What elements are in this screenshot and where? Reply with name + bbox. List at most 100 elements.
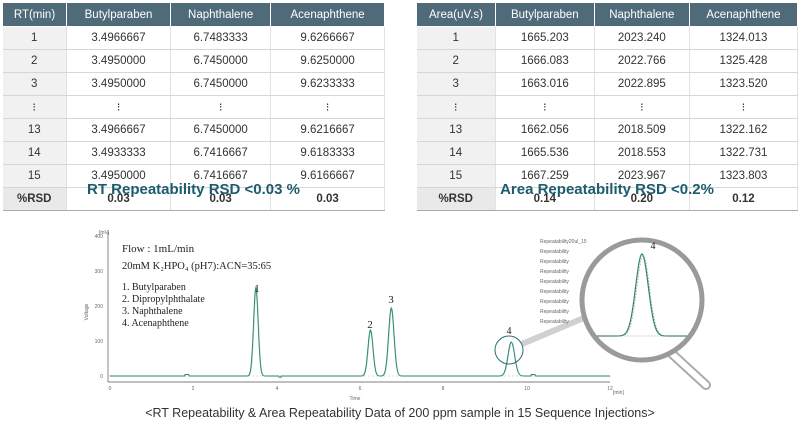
- legend-entry: Repeatability: [540, 309, 569, 315]
- x-tick-label: 8: [442, 386, 445, 392]
- legend-entry: Repeatability: [540, 299, 569, 305]
- table-cell: 9.6233333: [270, 72, 385, 96]
- table-row: 3 1663.016 2022.895 1323.520: [416, 72, 799, 96]
- rsd-value: 0.20: [594, 187, 690, 211]
- rsd-value: 0.12: [689, 187, 799, 211]
- column-header: Acenaphthene: [688, 2, 799, 27]
- table-row: ⁝ ⁝ ⁝ ⁝: [2, 95, 385, 119]
- table-cell: 9.6166667: [270, 164, 385, 188]
- table-cell: 3.4966667: [66, 118, 172, 142]
- table-cell: 3.4966667: [66, 26, 172, 50]
- x-axis-title: Time: [350, 396, 361, 402]
- y-tick-label: 400: [95, 234, 104, 240]
- table-row: 2 3.4950000 6.7450000 9.6250000: [2, 49, 385, 73]
- table-header-row: RT(min) Butylparaben Naphthalene Acenaph…: [2, 2, 385, 27]
- compound-item: 3. Naphthalene: [122, 306, 183, 317]
- table-cell: 1665.536: [495, 141, 595, 165]
- figure-caption: <RT Repeatability & Area Repeatability D…: [145, 406, 655, 420]
- table-cell: 1663.016: [495, 72, 595, 96]
- table-cell: 1: [2, 26, 67, 50]
- area-repeatability-title: Area Repeatability RSD <0.2%: [500, 181, 714, 198]
- table-cell: 2018.509: [594, 118, 690, 142]
- table-row: 1 1665.203 2023.240 1324.013: [416, 26, 799, 50]
- table-cell: 1323.803: [689, 164, 799, 188]
- mobile-phase-condition: 20mM K₂HPO₄ (pH7):ACN=35:65: [122, 261, 271, 272]
- ellipsis-cell: ⁝: [66, 95, 172, 119]
- table-cell: 14: [2, 141, 67, 165]
- legend-entry: Repeatability: [540, 279, 569, 285]
- flow-condition: Flow : 1mL/min: [122, 243, 195, 255]
- column-header: RT(min): [2, 2, 67, 27]
- x-tick-label: 6: [359, 386, 362, 392]
- table-cell: 2023.967: [594, 164, 690, 188]
- magnifier-inset: 4: [579, 237, 711, 390]
- table-cell: 9.6183333: [270, 141, 385, 165]
- rt-repeatability-table: RT(min) Butylparaben Naphthalene Acenaph…: [2, 2, 385, 211]
- table-row: 2 1666.083 2022.766 1325.428: [416, 49, 799, 73]
- table-cell: 2: [2, 49, 67, 73]
- x-tick-label: 10: [524, 386, 530, 392]
- peak-label-3: 3: [388, 294, 394, 306]
- table-cell: 9.6216667: [270, 118, 385, 142]
- chromatogram: [mV] [min] Time Voltage 0 100 200 300 40…: [84, 230, 711, 402]
- table-cell: 1: [416, 26, 496, 50]
- trace-legend: Repeatability20ul_15 Repeatability Repea…: [540, 239, 587, 325]
- ellipsis-cell: ⁝: [170, 95, 272, 119]
- x-tick-label: 4: [276, 386, 279, 392]
- rsd-value: 0.14: [495, 187, 595, 211]
- table-row: 14 1665.536 2018.553 1322.731: [416, 141, 799, 165]
- column-header: Naphthalene: [170, 2, 272, 27]
- table-cell: 3.4950000: [66, 164, 172, 188]
- table-cell: 3.4950000: [66, 72, 172, 96]
- table-cell: 9.6266667: [270, 26, 385, 50]
- column-header: Area(uV.s): [416, 2, 496, 27]
- table-row: 15 3.4950000 6.7416667 9.6166667: [2, 164, 385, 188]
- column-header: Acenaphthene: [270, 2, 385, 27]
- table-cell: 6.7450000: [170, 49, 272, 73]
- x-tick-label: 2: [192, 386, 195, 392]
- x-tick-label: 0: [109, 386, 112, 392]
- y-tick-label: 0: [100, 374, 103, 380]
- table-cell: 6.7450000: [170, 118, 272, 142]
- table-cell: 9.6250000: [270, 49, 385, 73]
- legend-entry: Repeatability: [540, 319, 569, 325]
- peak-label-1: 1: [254, 283, 260, 295]
- table-row: 3 3.4950000 6.7450000 9.6233333: [2, 72, 385, 96]
- table-cell: 13: [2, 118, 67, 142]
- table-cell: 1665.203: [495, 26, 595, 50]
- ellipsis-cell: ⁝: [2, 95, 67, 119]
- column-header: Butylparaben: [65, 2, 172, 27]
- y-unit: [mV]: [99, 230, 110, 236]
- chromatogram-trace: [110, 286, 611, 378]
- table-cell: 3: [416, 72, 496, 96]
- table-cell: 2: [416, 49, 496, 73]
- y-axis-title: Voltage: [84, 303, 90, 320]
- table-row: 14 3.4933333 6.7416667 9.6183333: [2, 141, 385, 165]
- rt-repeatability-title: RT Repeatability RSD <0.03 %: [87, 181, 300, 198]
- column-header: Butylparaben: [494, 2, 595, 27]
- magnifier-lens: [579, 237, 705, 363]
- ellipsis-cell: ⁝: [689, 95, 799, 119]
- rsd-value: 0.03: [270, 187, 385, 211]
- peak-label-4: 4: [507, 326, 512, 337]
- table-cell: 1324.013: [689, 26, 799, 50]
- table-cell: 6.7416667: [170, 141, 272, 165]
- y-tick-label: 300: [95, 269, 104, 275]
- legend-entry: Repeatability: [540, 249, 569, 255]
- table-cell: 13: [416, 118, 496, 142]
- inset-peak-label: 4: [651, 241, 656, 252]
- compound-item: 1. Butylparaben: [122, 282, 186, 293]
- legend-entry-first: Repeatability20ul_15: [540, 239, 587, 245]
- legend-entry: Repeatability: [540, 289, 569, 295]
- x-tick-label: 12: [607, 386, 613, 392]
- table-cell: 6.7483333: [170, 26, 272, 50]
- peak-label-2: 2: [367, 319, 373, 331]
- table-cell: 3.4933333: [66, 141, 172, 165]
- table-row: 1 3.4966667 6.7483333 9.6266667: [2, 26, 385, 50]
- table-cell: 6.7416667: [170, 164, 272, 188]
- table-cell: 14: [416, 141, 496, 165]
- compound-item: 4. Acenaphthene: [122, 318, 189, 329]
- table-row: 13 1662.056 2018.509 1322.162: [416, 118, 799, 142]
- compound-item: 2. Dipropylphthalate: [122, 294, 205, 305]
- ellipsis-cell: ⁝: [594, 95, 690, 119]
